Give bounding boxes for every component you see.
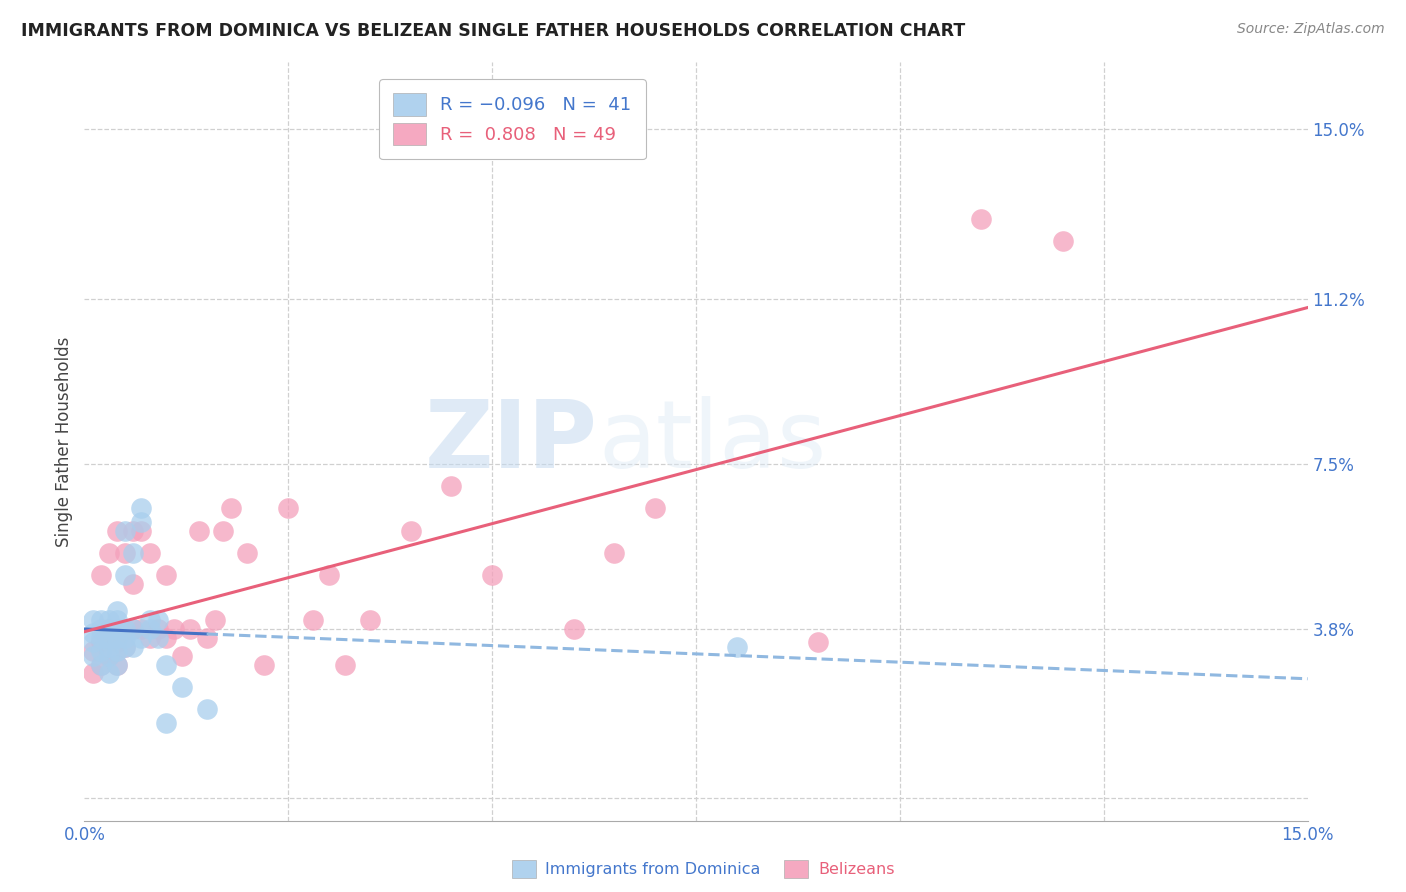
Y-axis label: Single Father Households: Single Father Households <box>55 336 73 547</box>
Point <box>335 657 357 672</box>
Point <box>90 613 112 627</box>
Point <box>481 568 503 582</box>
Point <box>146 613 169 627</box>
Point <box>359 613 381 627</box>
Point <box>122 577 145 591</box>
Point <box>105 613 128 627</box>
Point <box>82 644 104 658</box>
Legend: Immigrants from Dominica, Belizeans: Immigrants from Dominica, Belizeans <box>505 854 901 884</box>
Point <box>131 524 153 538</box>
Point <box>114 568 136 582</box>
Point <box>97 648 120 663</box>
Point <box>131 631 153 645</box>
Point <box>90 635 112 649</box>
Point <box>318 568 340 582</box>
Point <box>122 622 145 636</box>
Point <box>90 657 112 672</box>
Point <box>122 622 145 636</box>
Point <box>187 524 209 538</box>
Point <box>90 631 112 645</box>
Point <box>114 622 136 636</box>
Point <box>82 626 104 640</box>
Point <box>172 680 194 694</box>
Point <box>440 479 463 493</box>
Text: atlas: atlas <box>598 395 827 488</box>
Point <box>97 546 120 560</box>
Point <box>82 648 104 663</box>
Point <box>90 657 112 672</box>
Text: ZIP: ZIP <box>425 395 598 488</box>
Point <box>236 546 259 560</box>
Point <box>122 640 145 654</box>
Legend: R = −0.096   N =  41, R =  0.808   N = 49: R = −0.096 N = 41, R = 0.808 N = 49 <box>380 79 645 159</box>
Point <box>90 568 112 582</box>
Point <box>97 640 120 654</box>
Point <box>97 631 120 645</box>
Point <box>114 640 136 654</box>
Point <box>603 546 626 560</box>
Point <box>114 640 136 654</box>
Point <box>138 631 160 645</box>
Text: IMMIGRANTS FROM DOMINICA VS BELIZEAN SINGLE FATHER HOUSEHOLDS CORRELATION CHART: IMMIGRANTS FROM DOMINICA VS BELIZEAN SIN… <box>21 22 966 40</box>
Point <box>163 622 186 636</box>
Point <box>105 635 128 649</box>
Point <box>105 657 128 672</box>
Point <box>82 666 104 681</box>
Point <box>562 622 585 636</box>
Point <box>399 524 422 538</box>
Point <box>97 648 120 663</box>
Point <box>114 622 136 636</box>
Point <box>212 524 235 538</box>
Point <box>807 635 830 649</box>
Point <box>172 648 194 663</box>
Point <box>97 631 120 645</box>
Point <box>122 546 145 560</box>
Point <box>219 501 242 516</box>
Point <box>105 524 128 538</box>
Point <box>725 640 748 654</box>
Point <box>1052 234 1074 248</box>
Point <box>114 546 136 560</box>
Point <box>122 524 145 538</box>
Point <box>138 613 160 627</box>
Point <box>90 644 112 658</box>
Point <box>204 613 226 627</box>
Point <box>114 524 136 538</box>
Point <box>97 622 120 636</box>
Point <box>146 622 169 636</box>
Point <box>146 631 169 645</box>
Point <box>195 631 218 645</box>
Point <box>131 501 153 516</box>
Point <box>277 501 299 516</box>
Point <box>90 622 112 636</box>
Point <box>155 657 177 672</box>
Point <box>131 515 153 529</box>
Point <box>105 631 128 645</box>
Point <box>970 211 993 226</box>
Point <box>97 666 120 681</box>
Point <box>195 702 218 716</box>
Point <box>82 635 104 649</box>
Point <box>138 546 160 560</box>
Point <box>253 657 276 672</box>
Point <box>105 657 128 672</box>
Point <box>644 501 666 516</box>
Point <box>105 604 128 618</box>
Point <box>179 622 201 636</box>
Point <box>82 613 104 627</box>
Point <box>155 568 177 582</box>
Point <box>138 622 160 636</box>
Point <box>97 613 120 627</box>
Point <box>301 613 323 627</box>
Text: Source: ZipAtlas.com: Source: ZipAtlas.com <box>1237 22 1385 37</box>
Point <box>155 715 177 730</box>
Point <box>97 622 120 636</box>
Point <box>131 622 153 636</box>
Point <box>105 644 128 658</box>
Point <box>114 631 136 645</box>
Point <box>155 631 177 645</box>
Point <box>105 622 128 636</box>
